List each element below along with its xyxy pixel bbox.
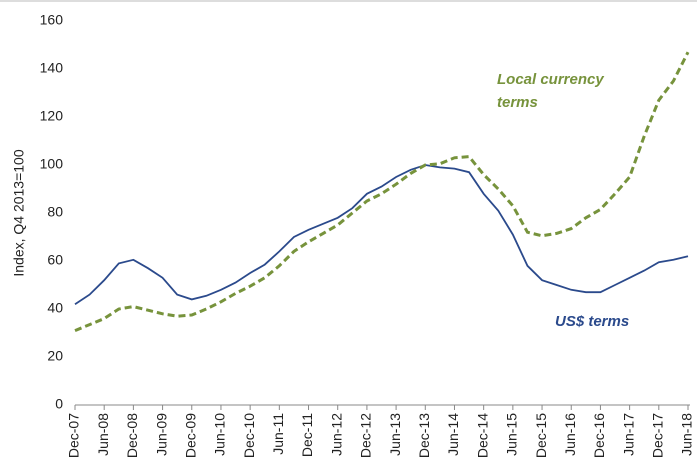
y-tick-label: 20 (47, 348, 63, 364)
x-tick-label: Jun-18 (679, 413, 695, 456)
x-tick-label: Dec-10 (241, 413, 257, 458)
y-axis-label: Index, Q4 2013=100 (11, 149, 27, 276)
y-tick-label: 160 (40, 12, 64, 28)
y-tick-label: 80 (47, 204, 63, 220)
x-tick-label: Jun-08 (95, 413, 111, 456)
x-tick-label: Dec-12 (358, 413, 374, 458)
x-tick-label: Dec-14 (474, 413, 490, 458)
y-tick-label: 0 (55, 396, 63, 412)
x-tick-label: Dec-07 (66, 413, 82, 458)
annotation: US$ terms (555, 313, 629, 330)
x-tick-label: Jun-17 (620, 413, 636, 456)
annotation: Local currency (497, 71, 604, 88)
y-tick-label: 120 (40, 108, 64, 124)
x-tick-label: Dec-17 (650, 413, 666, 458)
x-tick-label: Dec-15 (533, 413, 549, 458)
x-tick-label: Jun-14 (445, 413, 461, 456)
y-tick-label: 100 (40, 156, 64, 172)
series-line (74, 51, 690, 332)
x-tick-label: Jun-11 (270, 413, 286, 455)
annotation: terms (497, 94, 538, 111)
x-tick-label: Dec-08 (124, 413, 140, 458)
x-tick-label: Jun-10 (212, 413, 228, 456)
x-tick-label: Jun-12 (328, 413, 344, 456)
x-tick-label: Jun-16 (562, 413, 578, 456)
y-tick-label: 140 (40, 60, 64, 76)
x-tick-label: Dec-13 (416, 413, 432, 458)
x-tick-label: Jun-13 (387, 413, 403, 456)
y-tick-label: 60 (47, 252, 63, 268)
x-tick-label: Dec-11 (299, 413, 315, 457)
x-tick-label: Jun-15 (504, 413, 520, 456)
x-tick-label: Jun-09 (153, 413, 169, 456)
y-tick-label: 40 (47, 300, 63, 316)
series-line (74, 164, 689, 305)
x-tick-label: Dec-16 (591, 413, 607, 458)
x-tick-label: Dec-09 (182, 413, 198, 458)
